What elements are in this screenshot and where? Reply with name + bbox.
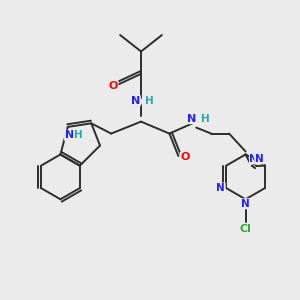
Text: O: O (180, 152, 190, 163)
Text: N: N (250, 154, 258, 164)
Text: N: N (187, 114, 196, 124)
Text: O: O (109, 81, 118, 91)
Text: N: N (64, 130, 74, 140)
Text: H: H (145, 96, 154, 106)
Text: Cl: Cl (240, 224, 251, 234)
Text: N: N (131, 96, 140, 106)
Text: N: N (241, 199, 250, 209)
Text: H: H (74, 130, 82, 140)
Text: N: N (255, 154, 264, 164)
Text: H: H (201, 114, 210, 124)
Text: N: N (216, 183, 225, 193)
